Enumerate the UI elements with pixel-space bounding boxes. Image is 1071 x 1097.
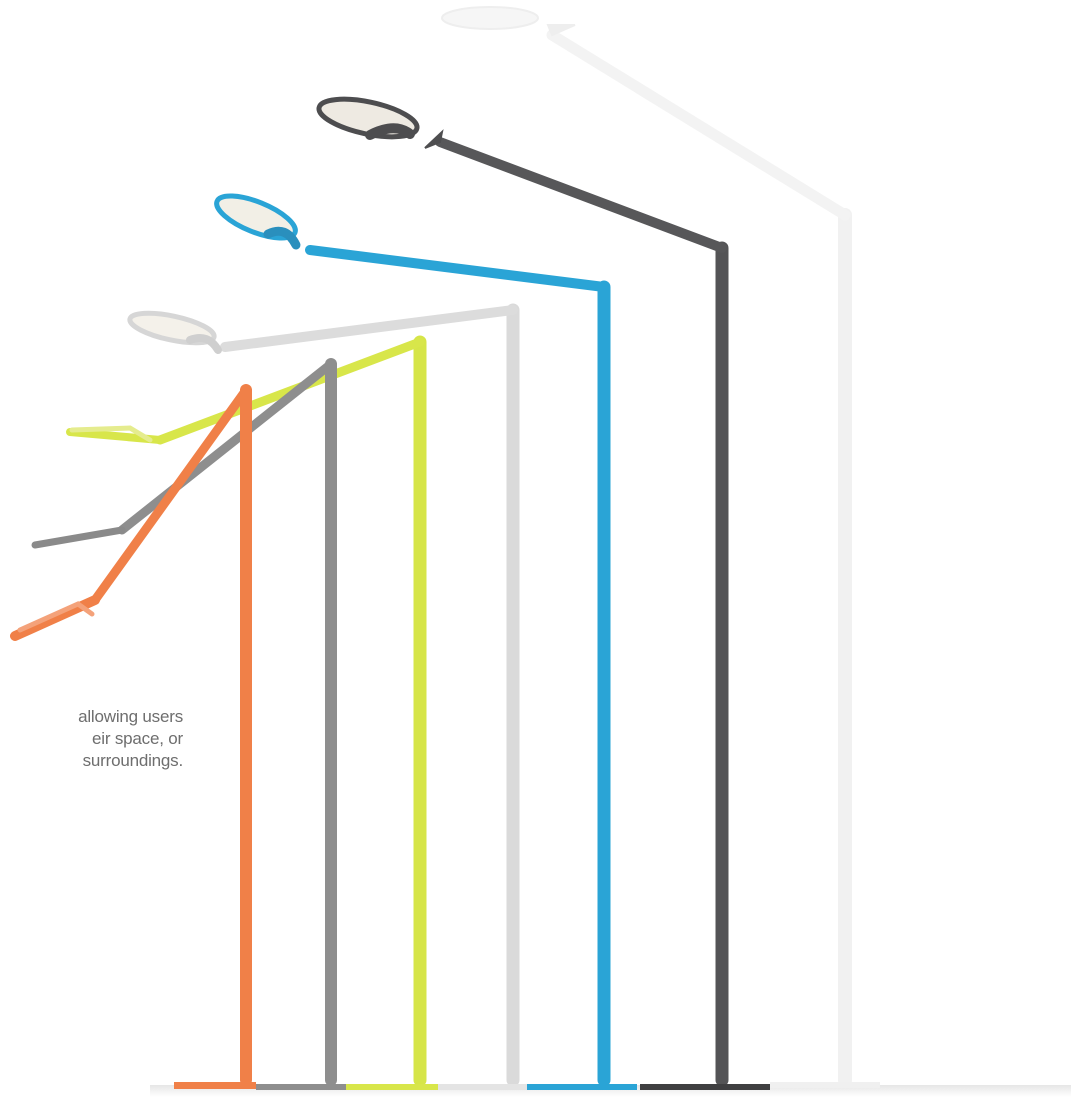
lamp-white [441, 6, 880, 1088]
lamp-orange [10, 384, 256, 1089]
lamp-dark-grey [316, 96, 770, 1090]
lamp-light-grey [127, 303, 527, 1090]
lamp-grey [31, 358, 346, 1090]
description-line-1: allowing users [78, 707, 183, 726]
product-description: allowing users eir space, or surrounding… [0, 706, 183, 772]
description-line-2: eir space, or [92, 729, 183, 748]
description-line-3: surroundings. [82, 751, 184, 770]
lamp-blue [214, 193, 637, 1090]
